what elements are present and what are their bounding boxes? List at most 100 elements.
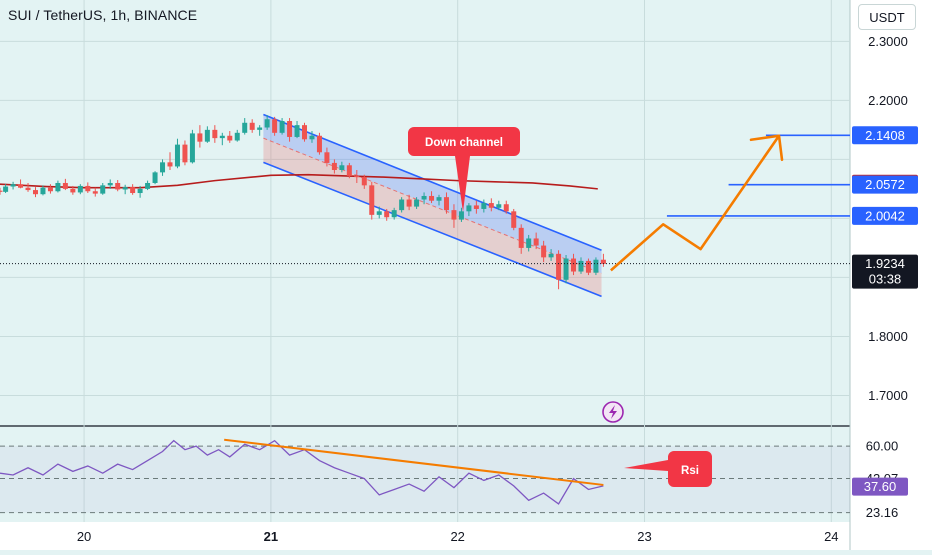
candle[interactable] (331, 159, 337, 174)
candle[interactable] (115, 180, 121, 192)
candle[interactable] (197, 125, 203, 148)
candle[interactable] (473, 200, 479, 214)
candle[interactable] (600, 253, 606, 267)
symbol-title[interactable]: SUI / TetherUS, 1h, BINANCE (8, 7, 198, 23)
candle[interactable] (503, 200, 509, 214)
candle[interactable] (421, 192, 427, 205)
candle[interactable] (526, 234, 532, 252)
candle[interactable] (406, 194, 412, 211)
candle[interactable] (369, 181, 375, 220)
candle[interactable] (174, 138, 180, 169)
price-label-badge[interactable]: 2.1408 (852, 126, 918, 145)
candle[interactable] (85, 182, 91, 194)
candle[interactable] (339, 161, 345, 173)
callout-shape (408, 127, 520, 212)
down-channel-callout[interactable]: Down channel (408, 127, 520, 212)
candle[interactable] (145, 180, 151, 191)
candle[interactable] (391, 207, 397, 220)
candle[interactable] (563, 255, 569, 284)
candle[interactable] (309, 131, 315, 143)
candle[interactable] (488, 198, 494, 212)
candle[interactable] (578, 257, 584, 274)
candle[interactable] (272, 116, 278, 136)
rsi-callout[interactable]: Rsi (624, 451, 712, 487)
candle[interactable] (294, 121, 300, 139)
candle[interactable] (182, 140, 188, 166)
candle[interactable] (219, 132, 225, 146)
candle[interactable] (316, 132, 322, 155)
candle[interactable] (70, 185, 76, 195)
moving-average-line[interactable] (0, 173, 598, 190)
currency-button[interactable]: USDT (858, 4, 916, 30)
candle[interactable] (496, 200, 502, 211)
candle[interactable] (92, 187, 98, 197)
candle[interactable] (18, 179, 24, 189)
candle[interactable] (287, 118, 293, 142)
candle[interactable] (548, 249, 554, 261)
candle[interactable] (47, 184, 53, 194)
candle[interactable] (25, 182, 31, 192)
candle[interactable] (32, 187, 38, 198)
candle[interactable] (249, 119, 255, 133)
candle[interactable] (55, 180, 61, 193)
candle[interactable] (3, 184, 9, 194)
candle[interactable] (302, 122, 308, 142)
candle[interactable] (593, 257, 599, 276)
candle[interactable] (137, 185, 143, 198)
candle[interactable] (585, 258, 591, 276)
candle[interactable] (152, 171, 158, 185)
candle[interactable] (533, 232, 539, 250)
rsi-current-badge[interactable]: 37.60 (852, 477, 908, 496)
candle[interactable] (571, 253, 577, 276)
candle[interactable] (466, 203, 472, 217)
candle[interactable] (384, 208, 390, 221)
candle[interactable] (257, 125, 263, 136)
candle[interactable] (130, 184, 136, 195)
candle[interactable] (346, 162, 352, 179)
candle[interactable] (414, 197, 420, 209)
candle[interactable] (107, 179, 113, 189)
candle[interactable] (511, 208, 517, 231)
candle[interactable] (189, 129, 195, 164)
candle[interactable] (556, 250, 562, 290)
candle[interactable] (443, 192, 449, 214)
candle[interactable] (212, 125, 218, 143)
candle[interactable] (167, 152, 173, 170)
candle[interactable] (324, 147, 330, 167)
candle[interactable] (122, 184, 128, 195)
candle[interactable] (429, 191, 435, 204)
candle[interactable] (100, 182, 106, 195)
candle[interactable] (62, 178, 68, 191)
candle[interactable] (518, 224, 524, 254)
candle[interactable] (376, 206, 382, 219)
candle[interactable] (399, 197, 405, 213)
candle[interactable] (458, 207, 464, 222)
candle[interactable] (77, 184, 83, 195)
candle[interactable] (227, 131, 233, 143)
candle[interactable] (160, 159, 166, 176)
callout-label: Rsi (681, 465, 699, 477)
lightning-icon[interactable] (602, 401, 624, 423)
candle[interactable] (354, 170, 360, 183)
candle[interactable] (40, 185, 46, 196)
candle[interactable] (436, 194, 442, 206)
rsi-trendline[interactable] (224, 438, 604, 486)
price-label-badge[interactable]: 2.0572 (852, 175, 918, 194)
projection-path[interactable] (610, 135, 781, 272)
candle[interactable] (279, 118, 285, 135)
candle[interactable] (481, 199, 487, 213)
candle[interactable] (204, 126, 210, 143)
rsi-line[interactable] (0, 439, 604, 505)
candle[interactable] (234, 129, 240, 142)
candle[interactable] (10, 181, 16, 190)
candle[interactable] (451, 204, 457, 228)
candle[interactable] (0, 187, 3, 195)
candle[interactable] (242, 118, 248, 135)
candle[interactable] (541, 240, 547, 263)
price-label-badge[interactable]: 2.0042 (852, 206, 918, 225)
candle[interactable] (361, 174, 367, 189)
channel-lower-line[interactable] (263, 161, 602, 298)
candle[interactable] (264, 115, 270, 130)
